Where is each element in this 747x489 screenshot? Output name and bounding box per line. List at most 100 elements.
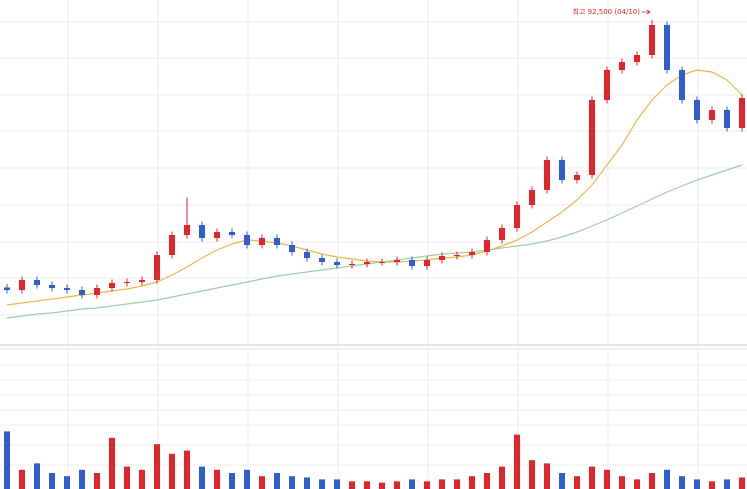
- volume-bar: [334, 479, 340, 489]
- candle-body: [379, 262, 385, 263]
- candle-body: [349, 264, 355, 265]
- volume-bar: [79, 469, 85, 489]
- volume-bar: [619, 476, 625, 489]
- candle-body: [184, 225, 190, 235]
- volume-bar: [634, 479, 640, 489]
- candle-body: [694, 100, 700, 120]
- volume-bar: [319, 479, 325, 489]
- candle-body: [274, 238, 280, 245]
- candle-body: [49, 285, 55, 288]
- volume-bar: [604, 469, 610, 489]
- candle-body: [574, 175, 580, 180]
- candle-body: [439, 256, 445, 260]
- candle-body: [634, 55, 640, 62]
- volume-bar: [184, 450, 190, 489]
- volume-bar: [469, 476, 475, 489]
- volume-bar: [199, 466, 205, 489]
- volume-bar: [649, 473, 655, 489]
- candle-body: [214, 232, 220, 238]
- candle-body: [79, 290, 85, 295]
- volume-bar: [679, 476, 685, 489]
- candle-body: [544, 160, 550, 190]
- volume-bar: [4, 431, 10, 489]
- candle-body: [4, 287, 10, 290]
- candle-body: [709, 110, 715, 120]
- volume-bar: [304, 477, 310, 489]
- volume-bar: [664, 469, 670, 489]
- moving-average: [6, 69, 743, 306]
- volume-bar: [214, 469, 220, 489]
- volume-bar: [424, 481, 430, 489]
- candle-body: [679, 70, 685, 100]
- volume-bar: [229, 473, 235, 489]
- candle-body: [124, 282, 130, 283]
- volume-bar: [379, 482, 385, 489]
- moving-average: [6, 164, 743, 319]
- candle-body: [484, 240, 490, 252]
- high-annotation: 최고 92,500 (04/10): [573, 7, 641, 16]
- volume-bar: [259, 476, 265, 489]
- volume-bar: [694, 479, 700, 489]
- volume-bar: [94, 473, 100, 489]
- volume-bar: [439, 479, 445, 489]
- candle-body: [334, 262, 340, 265]
- candle-body: [199, 225, 205, 238]
- candle-body: [454, 255, 460, 256]
- volume-bar: [109, 437, 115, 489]
- volume-bar: [544, 463, 550, 489]
- candle-body: [649, 25, 655, 55]
- volume-bar: [394, 481, 400, 489]
- candle-body: [529, 190, 535, 205]
- volume-bar: [559, 473, 565, 489]
- candle-body: [319, 258, 325, 262]
- volume-bar: [589, 466, 595, 489]
- candle-body: [559, 160, 565, 180]
- candle-body: [259, 238, 265, 245]
- candle-body: [34, 280, 40, 285]
- candle-body: [739, 98, 745, 128]
- candle-body: [154, 255, 160, 280]
- candle-body: [229, 232, 235, 235]
- volume-bar: [454, 479, 460, 489]
- volume-bar: [289, 476, 295, 489]
- candle-body: [19, 280, 25, 290]
- candle-body: [619, 62, 625, 70]
- annotation-arrow: [642, 9, 651, 15]
- volume-bar: [514, 434, 520, 489]
- candle-body: [94, 288, 100, 295]
- candle-body: [664, 25, 670, 70]
- candle-body: [589, 100, 595, 175]
- volume-bar: [19, 469, 25, 489]
- candle-body: [469, 252, 475, 255]
- volume-bar: [499, 466, 505, 489]
- candle-body: [514, 205, 520, 228]
- candle-body: [364, 262, 370, 264]
- candle-body: [64, 288, 70, 290]
- volume-bar: [574, 476, 580, 489]
- candle-body: [604, 70, 610, 100]
- candle-body: [424, 260, 430, 266]
- volume-bar: [724, 479, 730, 489]
- volume-bar: [169, 453, 175, 489]
- volume-bar: [139, 469, 145, 489]
- candle-body: [724, 110, 730, 128]
- volume-bar: [349, 481, 355, 489]
- candle-body: [409, 260, 415, 266]
- volume-bar: [64, 476, 70, 489]
- volume-bar: [124, 466, 130, 489]
- volume-bar: [49, 473, 55, 489]
- candle-body: [109, 283, 115, 288]
- candle-body: [244, 235, 250, 245]
- volume-bar: [484, 473, 490, 489]
- volume-bar: [34, 463, 40, 489]
- volume-bar: [709, 481, 715, 489]
- candle-body: [289, 245, 295, 252]
- volume-bar: [244, 469, 250, 489]
- candle-body: [394, 260, 400, 262]
- volume-bar: [409, 479, 415, 489]
- candle-body: [139, 280, 145, 282]
- candle-body: [169, 235, 175, 255]
